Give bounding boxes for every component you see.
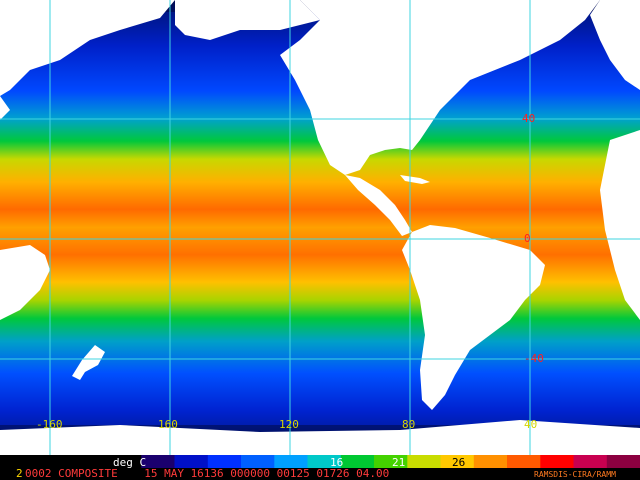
status-bar: 2 0002 COMPOSITE 15 MAY 16136 000000 001…	[0, 467, 640, 480]
colorbar-tick-26: 26	[452, 456, 465, 469]
lon-label-4: 80	[402, 418, 415, 431]
lon-label-3: 120	[279, 418, 299, 431]
status-prefix: 2	[16, 467, 23, 480]
land-north-america	[280, 0, 600, 175]
lat-label-0: 0	[524, 232, 531, 245]
colorbar-swatch	[108, 455, 142, 468]
land-caribbean-islands	[400, 175, 430, 184]
colorbar-swatch	[507, 455, 541, 468]
land-australia	[0, 245, 50, 320]
land-antarctica	[0, 420, 640, 455]
colorbar-swatches	[108, 455, 640, 468]
lon-label-5: 40	[524, 418, 537, 431]
land-asia-east	[0, 96, 10, 120]
colorbar-tick-21: 21	[392, 456, 405, 469]
land-greenland	[590, 0, 640, 90]
colorbar-unit-label: deg C	[113, 456, 146, 469]
land-masses	[0, 0, 640, 455]
colorbar-swatch	[307, 455, 342, 468]
colorbar-swatch	[440, 455, 475, 468]
lat-label-40n: 40	[522, 112, 535, 125]
land-africa	[600, 130, 640, 320]
land-south-america	[402, 225, 545, 410]
status-text: 0002 COMPOSITE 15 MAY 16136 000000 00125…	[25, 467, 389, 480]
status-credit: RAMSDIS-CIRA/RAMM	[534, 470, 616, 479]
colorbar-swatch	[606, 455, 640, 468]
lon-label-1: -160	[36, 418, 63, 431]
status-bar-background	[0, 468, 640, 480]
colorbar-swatch	[207, 455, 242, 468]
colorbar-tick-16: 16	[330, 456, 343, 469]
lon-label-2: 160	[158, 418, 178, 431]
colorbar-swatch	[540, 455, 575, 468]
colorbar: deg C 16 21 26	[0, 455, 640, 469]
land-asia-north	[0, 0, 175, 96]
colorbar-swatch	[407, 455, 442, 468]
land-alaska	[175, 0, 320, 40]
colorbar-swatch	[274, 455, 309, 468]
graticule	[0, 0, 640, 455]
colorbar-swatch	[340, 455, 375, 468]
colorbar-swatch	[174, 455, 209, 468]
colorbar-swatch	[473, 455, 508, 468]
colorbar-swatch	[141, 455, 176, 468]
land-central-america	[345, 175, 412, 236]
colorbar-swatch	[374, 455, 408, 468]
lat-label-40s: -40	[524, 352, 544, 365]
land-new-zealand	[72, 345, 105, 380]
colorbar-swatch	[573, 455, 608, 468]
colorbar-swatch	[241, 455, 275, 468]
